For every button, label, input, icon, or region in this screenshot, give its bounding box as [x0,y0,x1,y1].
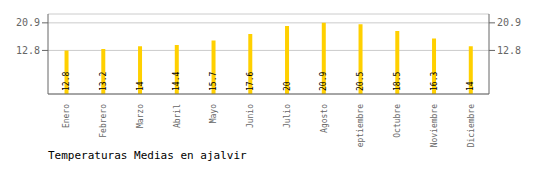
svg-text:13.2: 13.2 [99,72,108,91]
svg-text:20.9: 20.9 [16,17,40,28]
svg-text:20.9: 20.9 [497,17,521,28]
svg-text:12.8: 12.8 [497,45,521,56]
svg-text:Abril: Abril [173,104,182,128]
svg-text:20.5: 20.5 [356,72,365,91]
svg-text:Julio: Julio [283,104,292,128]
svg-text:14: 14 [466,81,475,91]
svg-text:18.5: 18.5 [393,72,402,91]
svg-text:Noviembre: Noviembre [430,104,439,148]
svg-text:Junio: Junio [246,104,255,128]
svg-text:12.8: 12.8 [62,72,71,91]
svg-text:Enero: Enero [62,104,71,128]
svg-text:Agosto: Agosto [320,104,329,133]
svg-text:Diciembre: Diciembre [467,104,476,148]
svg-text:20: 20 [283,81,292,91]
svg-text:20.9: 20.9 [319,72,328,91]
html-text:Temperaturas Medias en ajalvir: Temperaturas Medias en ajalvir [48,149,247,162]
svg-text:17.6: 17.6 [246,72,255,91]
svg-text:14.4: 14.4 [172,72,181,91]
svg-text:Septiembre: Septiembre [356,104,365,148]
svg-text:12.8: 12.8 [16,45,40,56]
svg-text:Mayo: Mayo [209,104,218,123]
svg-text:Marzo: Marzo [136,104,145,128]
svg-text:14: 14 [136,81,145,91]
svg-text:Octubre: Octubre [393,104,402,138]
svg-text:Febrero: Febrero [99,104,108,138]
svg-text:15.7: 15.7 [209,72,218,91]
svg-text:16.3: 16.3 [430,72,439,91]
